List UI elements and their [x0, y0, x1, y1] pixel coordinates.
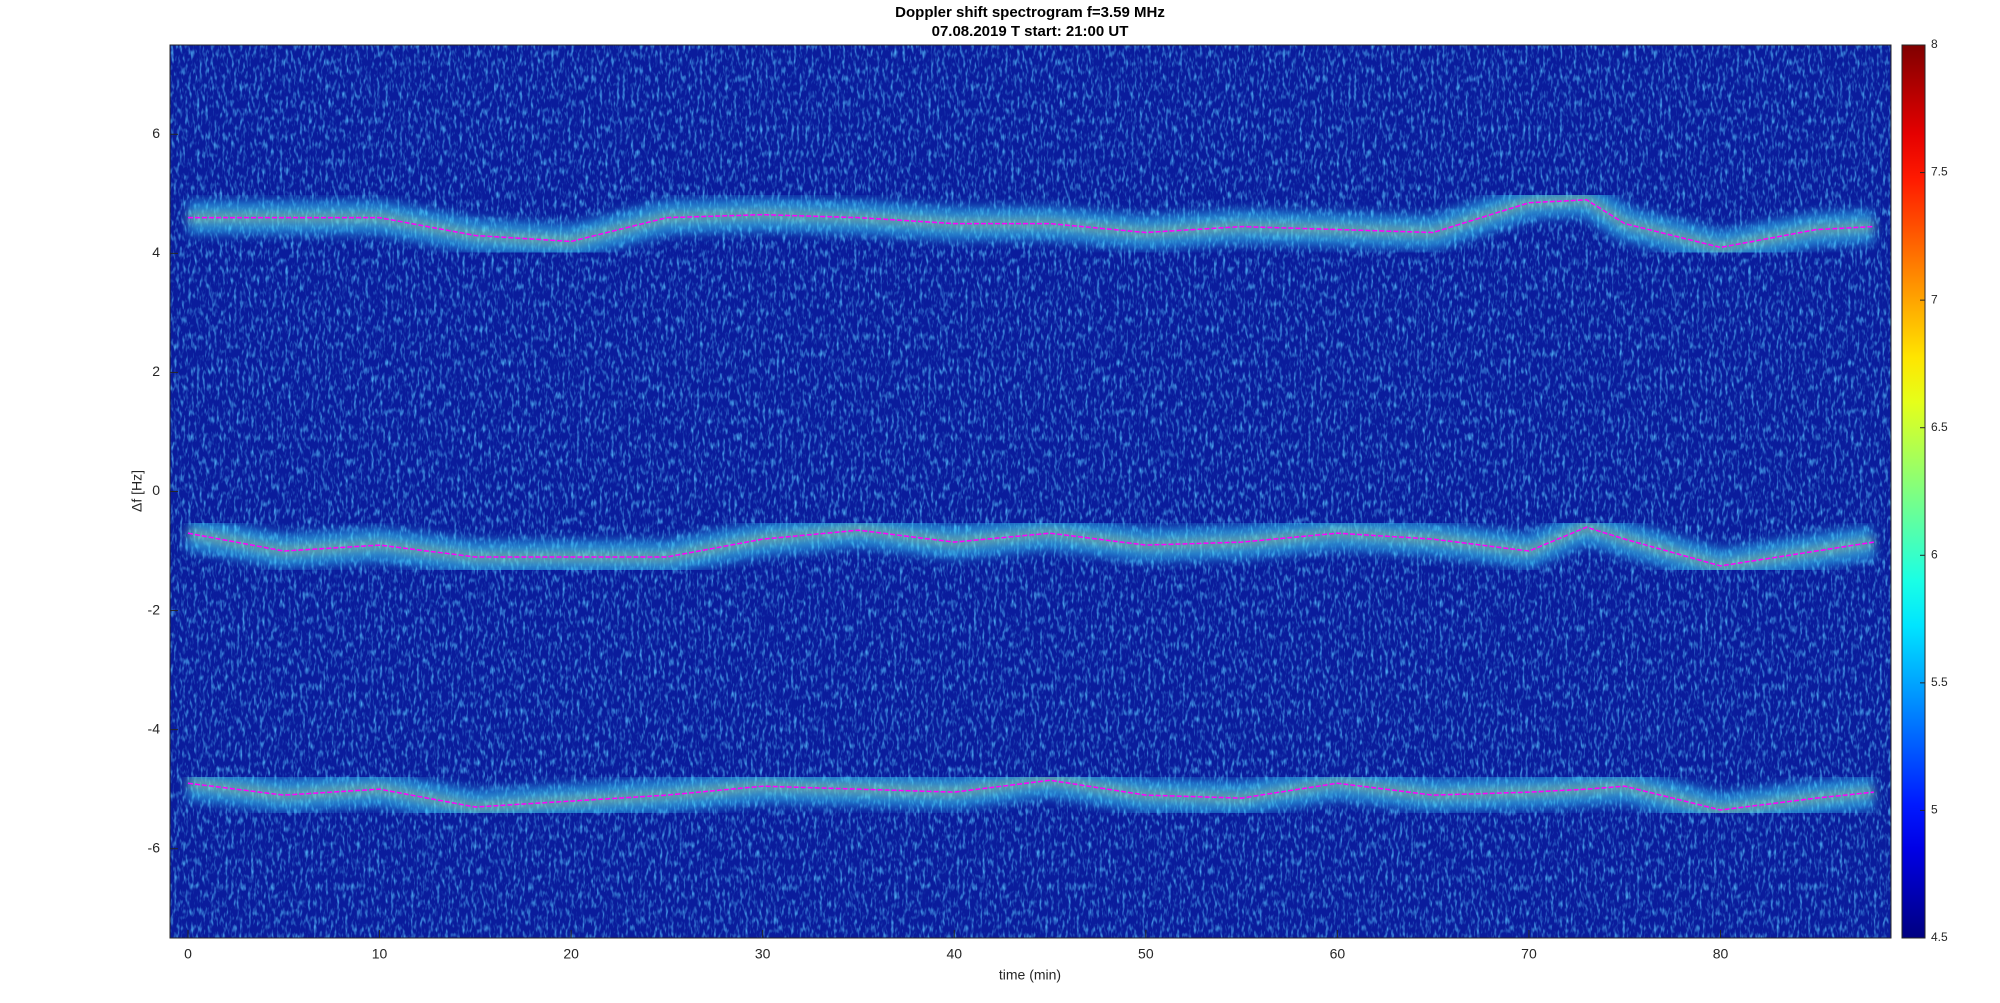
trace-line: [187, 779, 1874, 811]
x-tick-label: 50: [1138, 946, 1154, 962]
y-tick-label: 6: [152, 125, 160, 141]
colorbar: [1901, 44, 1926, 939]
colorbar-tick-label: 5: [1931, 803, 1938, 817]
trace-line: [187, 526, 1874, 567]
colorbar-tick-label: 6.5: [1931, 420, 1948, 434]
x-tick-label: 20: [563, 946, 579, 962]
colorbar-tick-label: 4.5: [1931, 930, 1948, 944]
chart-title: Doppler shift spectrogram f=3.59 MHz: [895, 4, 1165, 21]
x-tick-label: 60: [1330, 946, 1346, 962]
trace-line: [188, 199, 1874, 249]
colorbar-tick-label: 6: [1931, 547, 1938, 561]
y-tick-label: -2: [148, 601, 161, 617]
y-tick-label: -6: [148, 839, 161, 855]
y-tick-label: 2: [152, 363, 160, 379]
colorbar-tick-label: 8: [1931, 37, 1938, 51]
x-tick-label: 0: [184, 946, 192, 962]
x-tick-label: 40: [946, 946, 962, 962]
y-tick-label: 4: [152, 244, 160, 260]
x-tick-label: 30: [755, 946, 771, 962]
colorbar-tick-label: 7.5: [1931, 165, 1948, 179]
x-tick-label: 80: [1713, 946, 1729, 962]
x-axis-label: time (min): [999, 967, 1061, 983]
colorbar-tick-label: 5.5: [1931, 675, 1948, 689]
y-tick-label: 0: [152, 482, 160, 498]
x-tick-label: 10: [372, 946, 388, 962]
chart-subtitle: 07.08.2019 T start: 21:00 UT: [932, 23, 1129, 40]
x-tick-label: 70: [1521, 946, 1537, 962]
colorbar-tick-label: 7: [1931, 292, 1938, 306]
y-tick-label: -4: [148, 720, 161, 736]
y-axis-label: Δf [Hz]: [129, 470, 145, 512]
